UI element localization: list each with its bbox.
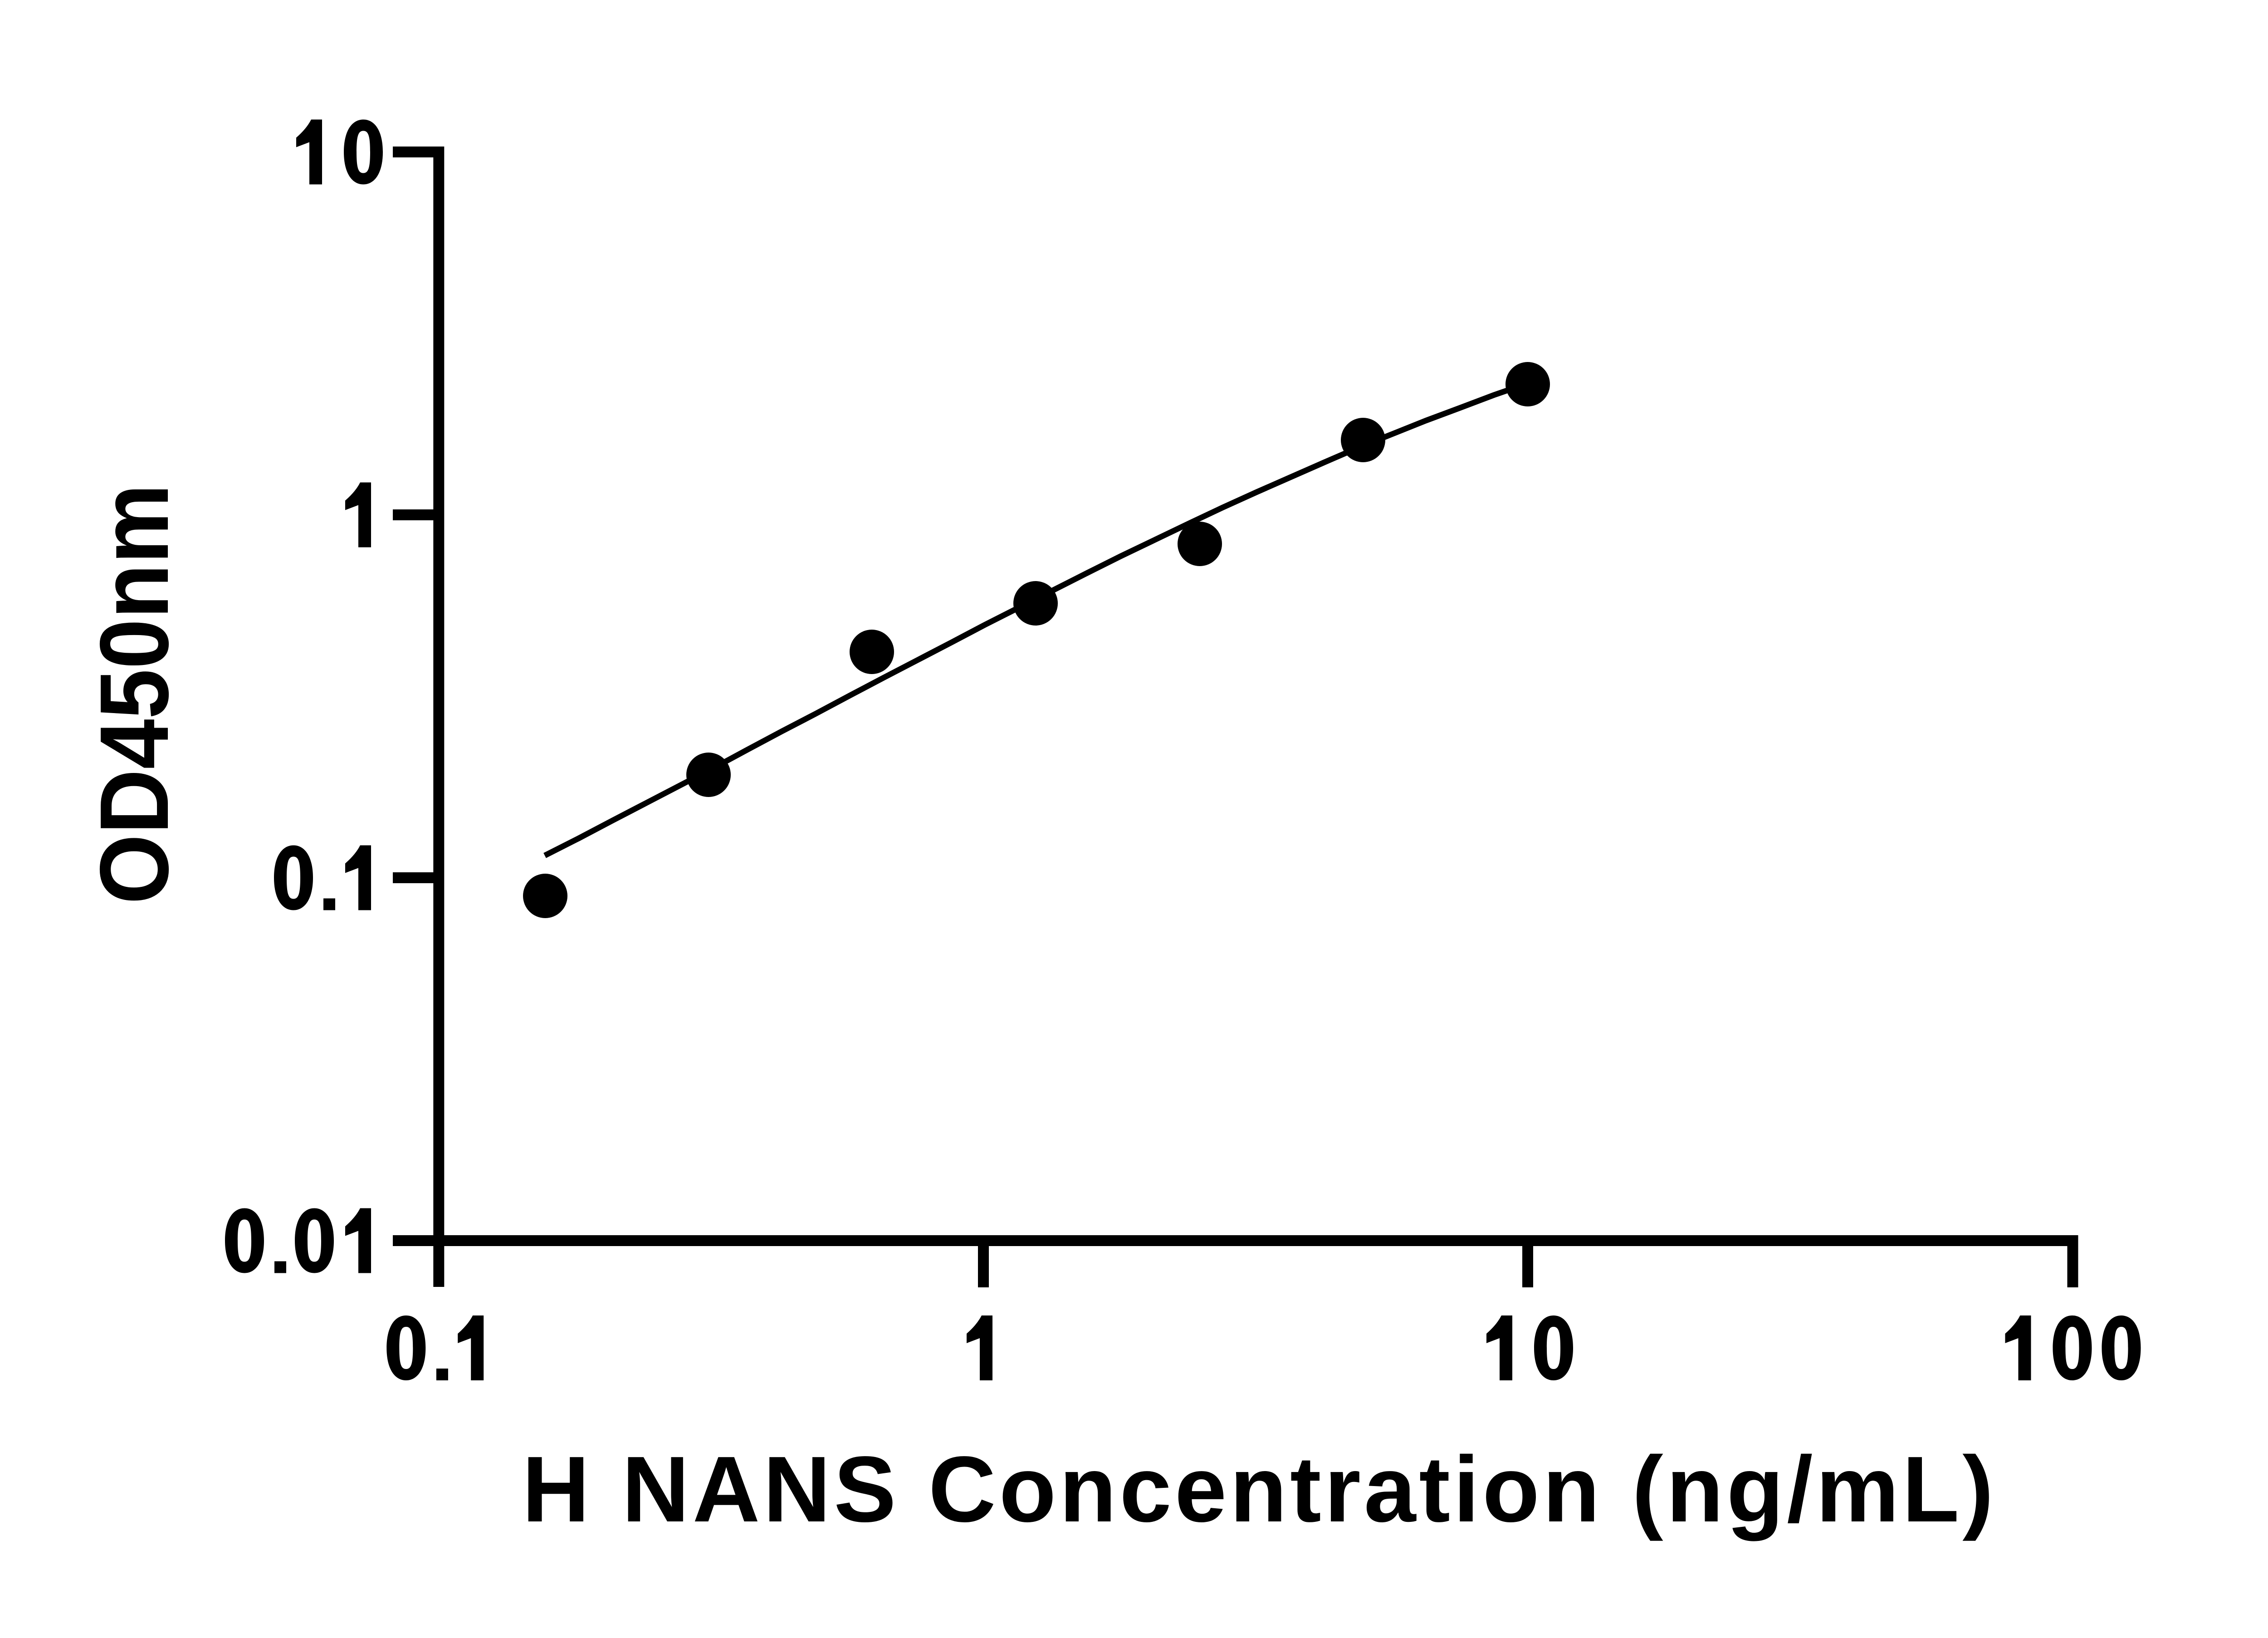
svg-text:OD450nm: OD450nm: [79, 484, 189, 905]
svg-text:H NANS Concentration (ng/mL): H NANS Concentration (ng/mL): [522, 1437, 1994, 1541]
